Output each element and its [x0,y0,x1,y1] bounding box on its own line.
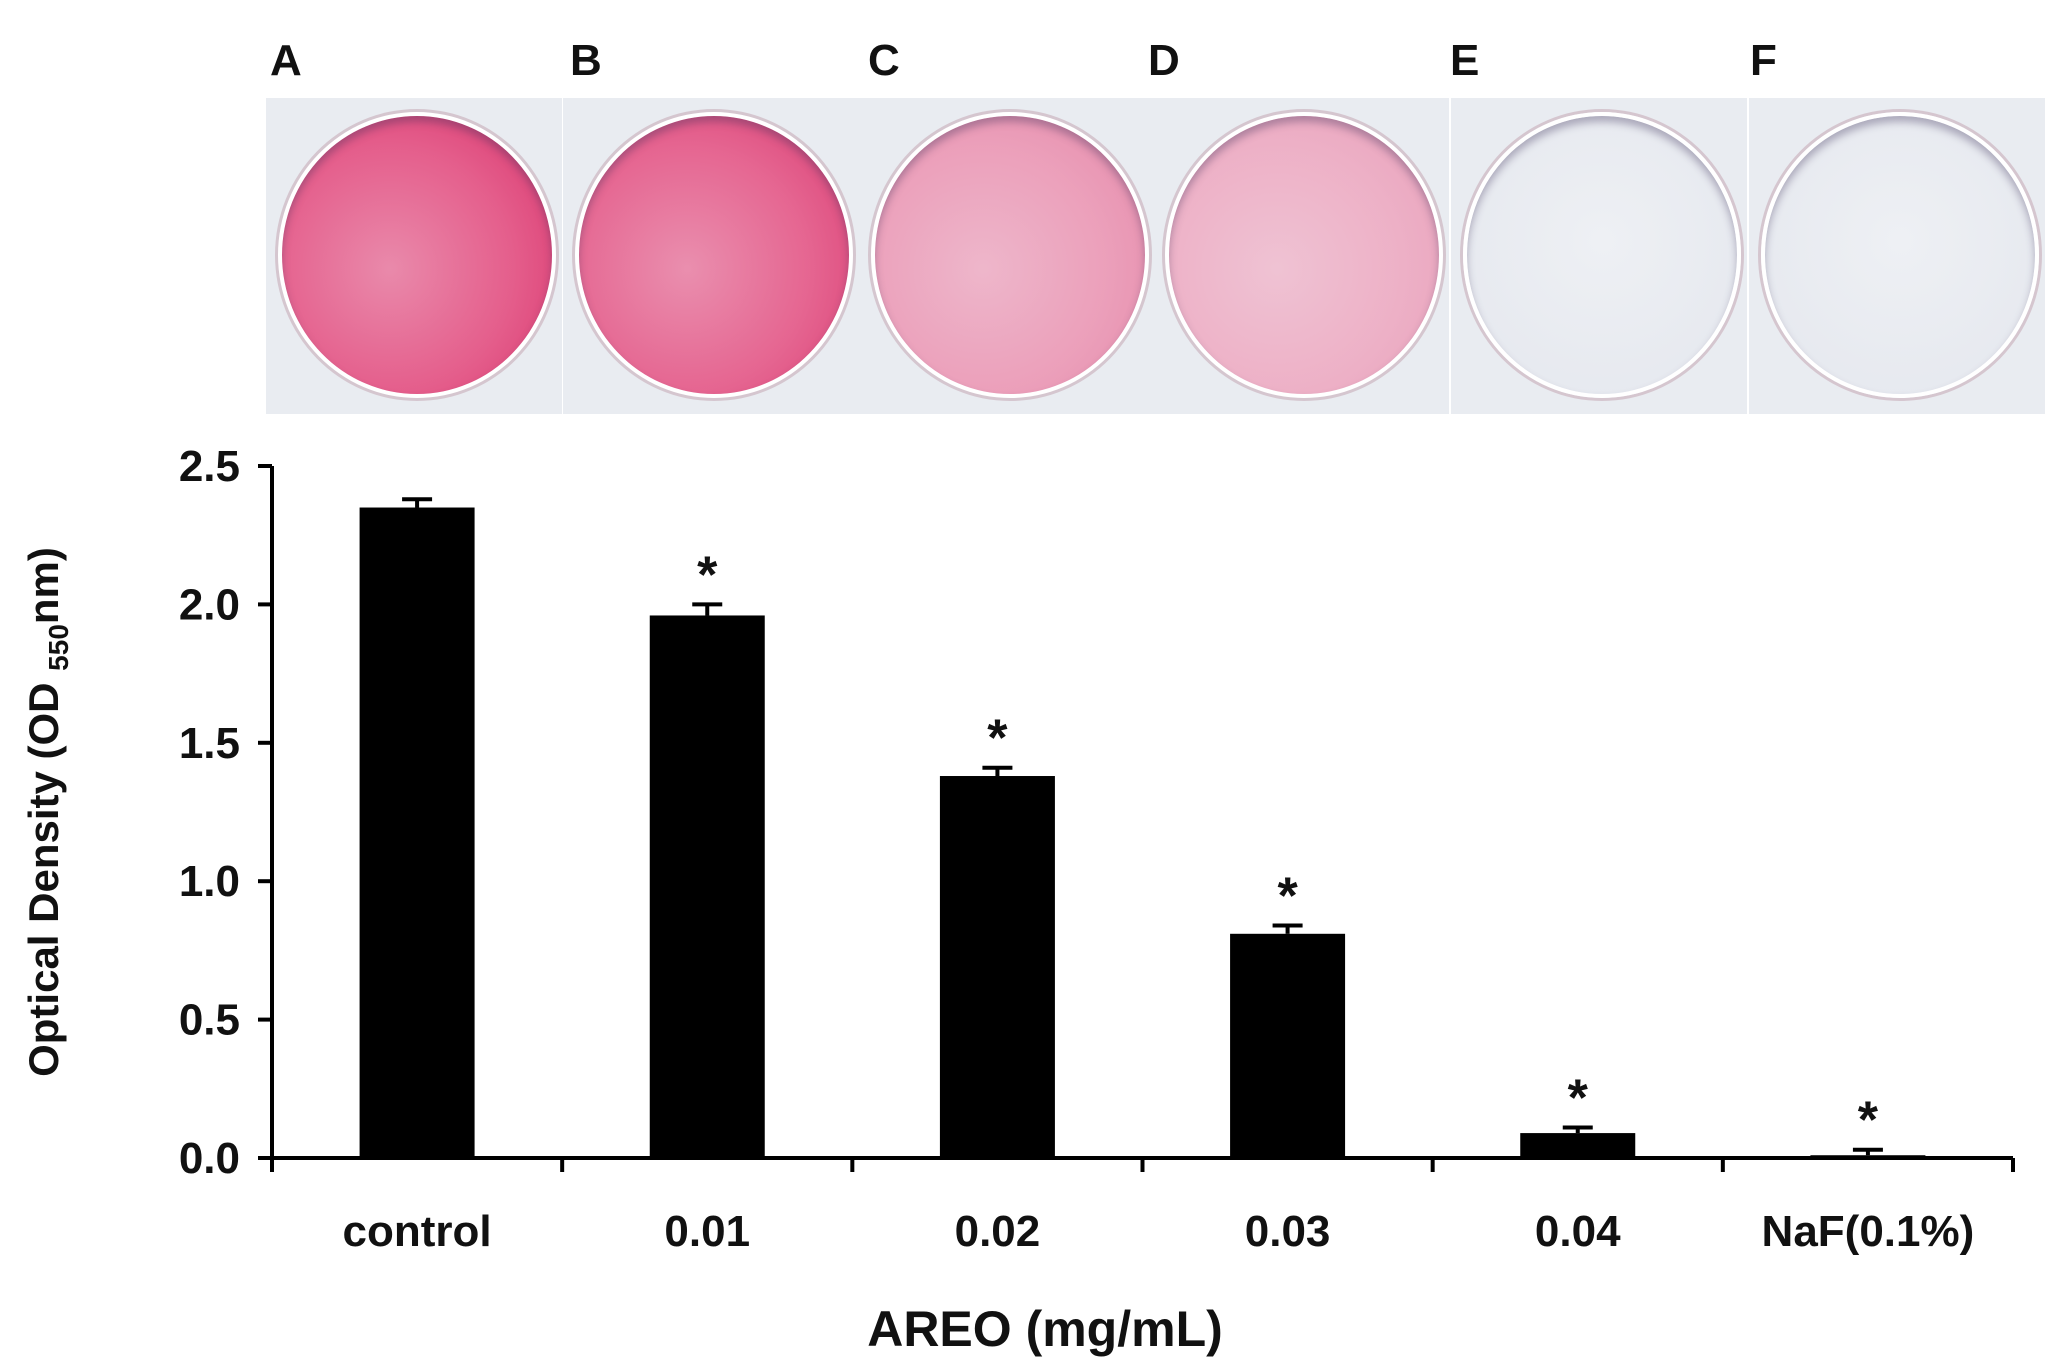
significance-marker-2: * [987,710,1008,768]
x-tick-label-5: NaF(0.1%) [1762,1207,1975,1256]
petri-dish [1463,112,1741,398]
petri-dish [278,112,556,398]
significance-marker-4: * [1568,1070,1589,1128]
x-tick-label-1: 0.01 [664,1207,750,1256]
y-tick-label-2: 1.0 [179,857,240,906]
petri-dish [1761,112,2039,398]
bar-1 [649,615,765,1158]
plate-label-c: C [868,36,900,85]
plate-image-f [1749,98,2045,414]
bars-group: * * * * * [359,497,1926,1158]
plate-image-a [266,98,562,414]
y-tick-label-3: 1.5 [179,719,240,768]
x-tick-label-2: 0.02 [955,1207,1041,1256]
bar-4 [1520,1133,1636,1158]
x-tick-label-4: 0.04 [1535,1207,1621,1256]
plate-label-f: F [1750,36,1777,85]
plate-image-e [1451,98,1747,414]
x-tick-label-3: 0.03 [1245,1207,1331,1256]
y-tick-label-5: 2.5 [179,442,240,491]
y-axis-label-prefix: Optical Density (OD [20,671,67,1077]
y-axis-label-subscript: 550 [43,624,74,671]
plate-image-d [1153,98,1449,414]
ticks-group: control 0.01 0.02 0.03 0.04 NaF(0.1%) 0.0 0.5 1.… [179,442,2015,1256]
petri-dish [871,112,1149,398]
bar-2 [939,776,1055,1158]
plate-label-a: A [270,36,302,85]
plate-label-b: B [570,36,602,85]
bar-3 [1230,933,1346,1158]
significance-marker-5: * [1858,1092,1879,1150]
petri-dish [1165,112,1443,398]
x-axis-label: AREO (mg/mL) [867,1301,1223,1357]
petri-dish [575,112,853,398]
y-tick-label-4: 2.0 [179,580,240,629]
y-tick-label-0: 0.0 [179,1134,240,1183]
y-axis-label: Optical Density (OD 550nm) [20,547,74,1077]
y-axis-label-suffix: nm) [20,547,67,624]
significance-marker-1: * [697,546,718,604]
y-tick-label-1: 0.5 [179,996,240,1045]
significance-marker-3: * [1277,867,1298,925]
plate-label-e: E [1450,36,1480,85]
plate-label-d: D [1148,36,1180,85]
plate-image-c [859,98,1155,414]
bar-0 [359,507,475,1158]
bar-5 [1810,1155,1926,1158]
plate-image-b [563,98,859,414]
x-tick-label-0: control [343,1207,492,1256]
